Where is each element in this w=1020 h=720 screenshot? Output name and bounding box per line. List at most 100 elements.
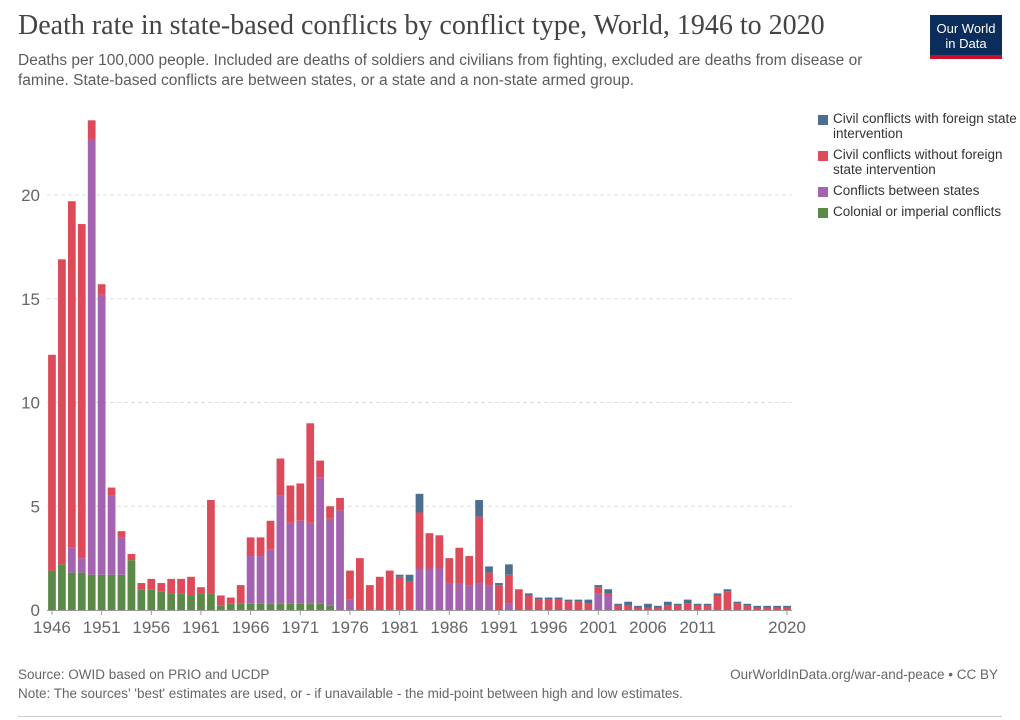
- legend-swatch: [818, 187, 828, 197]
- x-tick-label: 2020: [768, 618, 806, 637]
- legend-swatch: [818, 208, 828, 218]
- bar-civil_foreign: [624, 601, 632, 606]
- bar-interstate: [97, 294, 106, 575]
- bar-civil: [594, 587, 603, 594]
- bar-colonial: [316, 603, 325, 610]
- bar-civil: [316, 460, 325, 478]
- bar-civil: [107, 487, 116, 496]
- x-tick-label: 2011: [679, 618, 716, 637]
- bar-civil: [713, 595, 722, 610]
- bar-civil: [654, 607, 662, 610]
- legend-label: Conflicts between states: [833, 183, 980, 198]
- bar-civil: [495, 585, 503, 610]
- bar-interstate: [465, 585, 474, 610]
- legend-label: Civil conflicts without foreign state in…: [833, 147, 1003, 177]
- chart-legend: Civil conflicts with foreign state inter…: [818, 111, 1018, 225]
- bar-civil_foreign: [574, 599, 583, 602]
- bar-interstate: [505, 603, 513, 610]
- bar-civil: [763, 607, 772, 610]
- bar-civil: [147, 578, 156, 590]
- legend-label: Colonial or imperial conflicts: [833, 204, 1002, 219]
- bar-civil: [97, 284, 106, 295]
- bar-colonial: [167, 593, 176, 610]
- bar-colonial: [296, 603, 305, 610]
- y-tick-label: 20: [21, 186, 40, 205]
- bar-civil: [683, 603, 692, 610]
- bar-civil: [157, 583, 166, 592]
- bar-colonial: [216, 605, 225, 610]
- legend-item-civil_foreign[interactable]: Civil conflicts with foreign state inter…: [818, 111, 1018, 141]
- bar-colonial: [97, 574, 106, 610]
- x-tick-label: 2001: [579, 618, 617, 637]
- bar-civil: [524, 595, 533, 610]
- bar-civil_foreign: [405, 574, 414, 581]
- legend-swatch: [818, 151, 828, 161]
- bar-colonial: [226, 603, 235, 610]
- bar-colonial: [127, 560, 136, 610]
- bar-colonial: [197, 593, 205, 610]
- bar-interstate: [425, 568, 434, 610]
- y-tick-label: 0: [31, 601, 40, 620]
- bar-civil: [58, 259, 66, 565]
- bar-civil: [395, 576, 404, 610]
- legend-item-civil[interactable]: Civil conflicts without foreign state in…: [818, 147, 1018, 177]
- bar-civil_foreign: [644, 603, 652, 608]
- bar-interstate: [87, 138, 96, 575]
- bar-civil_foreign: [733, 601, 742, 604]
- bar-colonial: [306, 603, 315, 610]
- owid-link[interactable]: OurWorldInData.org/war-and-peace • CC BY: [730, 667, 998, 682]
- bar-interstate: [67, 547, 76, 573]
- bar-civil: [673, 605, 682, 610]
- bar-civil: [276, 458, 285, 496]
- bar-civil_foreign: [524, 593, 533, 596]
- bar-civil_foreign: [544, 597, 553, 600]
- bar-civil: [604, 593, 613, 596]
- legend-swatch: [818, 115, 828, 125]
- bar-civil: [465, 556, 474, 586]
- bar-civil: [67, 201, 76, 548]
- logo-line-1: Our World: [936, 21, 996, 36]
- bar-civil_foreign: [663, 601, 672, 606]
- bar-civil_foreign: [713, 593, 722, 596]
- bar-civil: [644, 607, 652, 610]
- bar-interstate: [306, 522, 315, 604]
- bar-interstate: [107, 495, 116, 575]
- bar-civil: [783, 607, 791, 610]
- bar-interstate: [485, 585, 493, 610]
- x-tick-label: 1991: [480, 618, 518, 637]
- bar-civil_foreign: [594, 585, 603, 588]
- bar-civil: [534, 599, 543, 610]
- bar-civil: [455, 547, 464, 584]
- bar-civil: [614, 605, 623, 610]
- legend-item-colonial[interactable]: Colonial or imperial conflicts: [818, 204, 1018, 219]
- bar-civil_foreign: [604, 589, 613, 594]
- bar-civil: [87, 120, 96, 139]
- bar-civil: [693, 605, 702, 610]
- bar-civil: [256, 537, 265, 557]
- bar-civil: [485, 572, 493, 586]
- bar-civil: [365, 585, 374, 610]
- logo-accent-bar: [930, 55, 1002, 59]
- note-text: Note: The sources' 'best' estimates are …: [18, 686, 683, 701]
- y-tick-label: 10: [21, 394, 40, 413]
- bar-interstate: [326, 518, 334, 606]
- bar-colonial: [187, 595, 195, 610]
- bar-colonial: [256, 603, 265, 610]
- bar-civil_foreign: [584, 599, 593, 604]
- legend-item-interstate[interactable]: Conflicts between states: [818, 183, 1018, 198]
- bar-civil: [48, 354, 56, 571]
- bar-civil_foreign: [614, 603, 623, 606]
- bar-civil_foreign: [773, 605, 781, 608]
- bar-civil_foreign: [485, 566, 493, 573]
- bar-civil: [505, 574, 513, 604]
- bar-civil: [207, 500, 215, 594]
- bar-interstate: [475, 583, 483, 610]
- bar-civil: [187, 576, 195, 596]
- x-tick-label: 1971: [281, 618, 319, 637]
- owid-logo[interactable]: Our World in Data: [930, 15, 1002, 59]
- bar-colonial: [177, 593, 185, 610]
- bar-civil: [663, 605, 672, 610]
- bar-civil: [733, 603, 742, 610]
- bar-civil: [584, 603, 593, 610]
